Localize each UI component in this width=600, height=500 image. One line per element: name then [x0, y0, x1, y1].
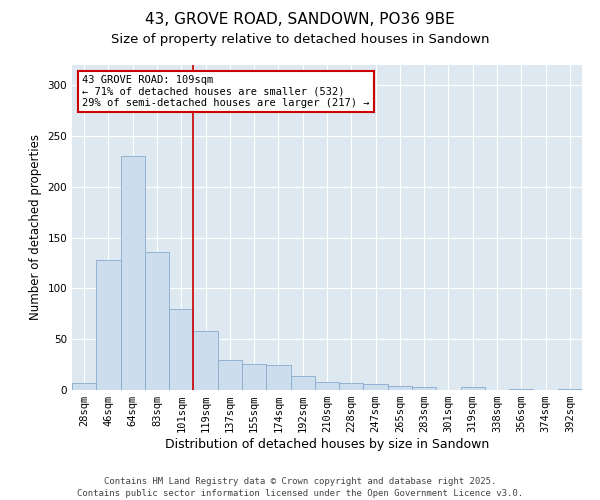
Text: 43 GROVE ROAD: 109sqm
← 71% of detached houses are smaller (532)
29% of semi-det: 43 GROVE ROAD: 109sqm ← 71% of detached … [82, 74, 370, 108]
Bar [218, 360, 242, 390]
Text: Size of property relative to detached houses in Sandown: Size of property relative to detached ho… [111, 32, 489, 46]
Text: 43, GROVE ROAD, SANDOWN, PO36 9BE: 43, GROVE ROAD, SANDOWN, PO36 9BE [145, 12, 455, 28]
Bar [558, 389, 582, 390]
Bar [72, 383, 96, 390]
Bar [242, 364, 266, 390]
Bar [290, 376, 315, 390]
X-axis label: Distribution of detached houses by size in Sandown: Distribution of detached houses by size … [165, 438, 489, 451]
Bar [388, 386, 412, 390]
Bar [121, 156, 145, 390]
Bar [364, 384, 388, 390]
Bar [461, 387, 485, 390]
Bar [96, 260, 121, 390]
Bar [509, 389, 533, 390]
Bar [315, 382, 339, 390]
Bar [145, 252, 169, 390]
Bar [169, 308, 193, 390]
Bar [412, 387, 436, 390]
Bar [339, 383, 364, 390]
Bar [193, 331, 218, 390]
Y-axis label: Number of detached properties: Number of detached properties [29, 134, 42, 320]
Text: Contains HM Land Registry data © Crown copyright and database right 2025.
Contai: Contains HM Land Registry data © Crown c… [77, 476, 523, 498]
Bar [266, 364, 290, 390]
